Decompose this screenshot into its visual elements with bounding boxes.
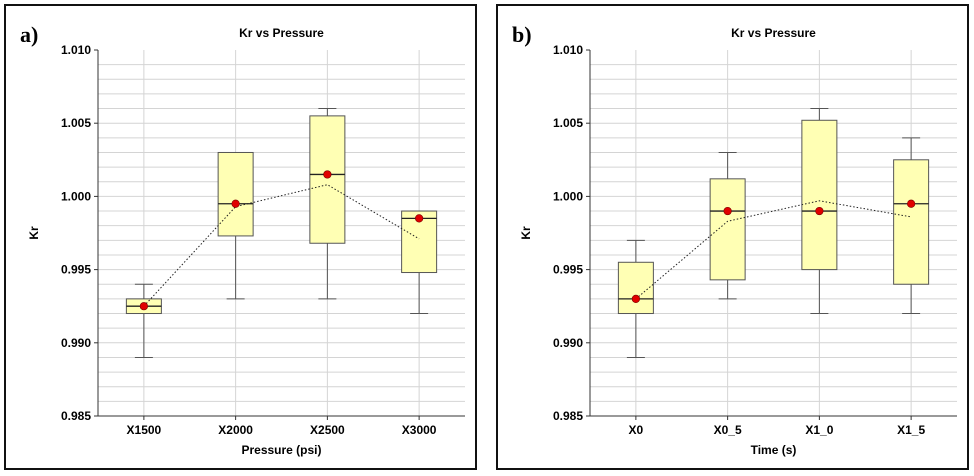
y-tick-label: 0.985: [553, 409, 583, 423]
box-X2500: [309, 108, 346, 300]
x-tick-label: X1_5: [897, 423, 925, 437]
x-tick-label: X0: [629, 423, 644, 437]
y-tick-label: 1.000: [553, 189, 583, 203]
y-tick-label: 1.005: [61, 116, 91, 130]
mean-point: [815, 206, 824, 216]
box-X0: [617, 239, 654, 358]
y-tick-label: 0.990: [61, 336, 91, 350]
box-X0_5: [709, 151, 746, 300]
mean-point: [323, 170, 332, 179]
box-X1_5: [893, 137, 930, 315]
box-X1_0: [801, 108, 838, 315]
box-plot-chart-b: Kr vs Pressure 0.985 0.990 0.995 1.000 1.005 1…: [519, 26, 957, 457]
iqr-box: [893, 159, 930, 285]
panel-label: a): [20, 22, 39, 47]
y-tick-label: 0.985: [61, 409, 91, 423]
chart-title: Kr vs Pressure: [239, 26, 324, 40]
x-tick-label: X1500: [127, 423, 162, 437]
y-tick-label: 1.000: [61, 189, 91, 203]
x-tick-label: X1_0: [805, 423, 833, 437]
mean-point: [415, 214, 424, 223]
x-tick-label: X0_5: [714, 423, 742, 437]
y-tick-label: 1.005: [553, 116, 583, 130]
trend-line: [143, 184, 420, 307]
iqr-box: [217, 151, 254, 237]
box-plot-chart-a: Kr vs Pressure 0.985 0.990 0.995 1.000 1.005 1…: [27, 26, 465, 457]
box-X3000: [401, 210, 438, 315]
y-tick-label: 0.990: [553, 336, 583, 350]
y-axis-label: Kr: [27, 226, 41, 240]
chart-title: Kr vs Pressure: [731, 26, 816, 40]
x-tick-label: X2500: [310, 423, 345, 437]
x-tick-label: X3000: [402, 423, 437, 437]
mean-point: [139, 302, 148, 311]
trend-line: [635, 200, 912, 300]
box-X2000: [217, 151, 254, 300]
y-tick-label: 1.010: [61, 43, 91, 57]
x-axis-label: Time (s): [751, 443, 797, 457]
y-tick-label: 1.010: [553, 43, 583, 57]
mean-point: [723, 206, 732, 216]
box-X1500: [125, 283, 162, 358]
iqr-box: [617, 261, 654, 315]
chart-panel-b: b) Kr vs Pressure 0.985 0.990 0.995 1.000 1.0…: [496, 4, 969, 470]
x-tick-label: X2000: [218, 423, 253, 437]
panel-label: b): [512, 22, 532, 47]
y-tick-label: 0.995: [553, 263, 583, 277]
mean-point: [907, 199, 916, 208]
chart-panel-a: a) Kr vs Pressure 0.985 0.990 0.995 1.000 1.0…: [4, 4, 477, 470]
iqr-box: [309, 115, 346, 244]
y-tick-label: 0.995: [61, 263, 91, 277]
iqr-box: [801, 119, 838, 271]
x-axis-label: Pressure (psi): [241, 443, 321, 457]
iqr-box: [709, 178, 746, 281]
mean-point: [231, 199, 240, 208]
mean-point: [631, 294, 640, 303]
y-axis-label: Kr: [519, 226, 533, 240]
